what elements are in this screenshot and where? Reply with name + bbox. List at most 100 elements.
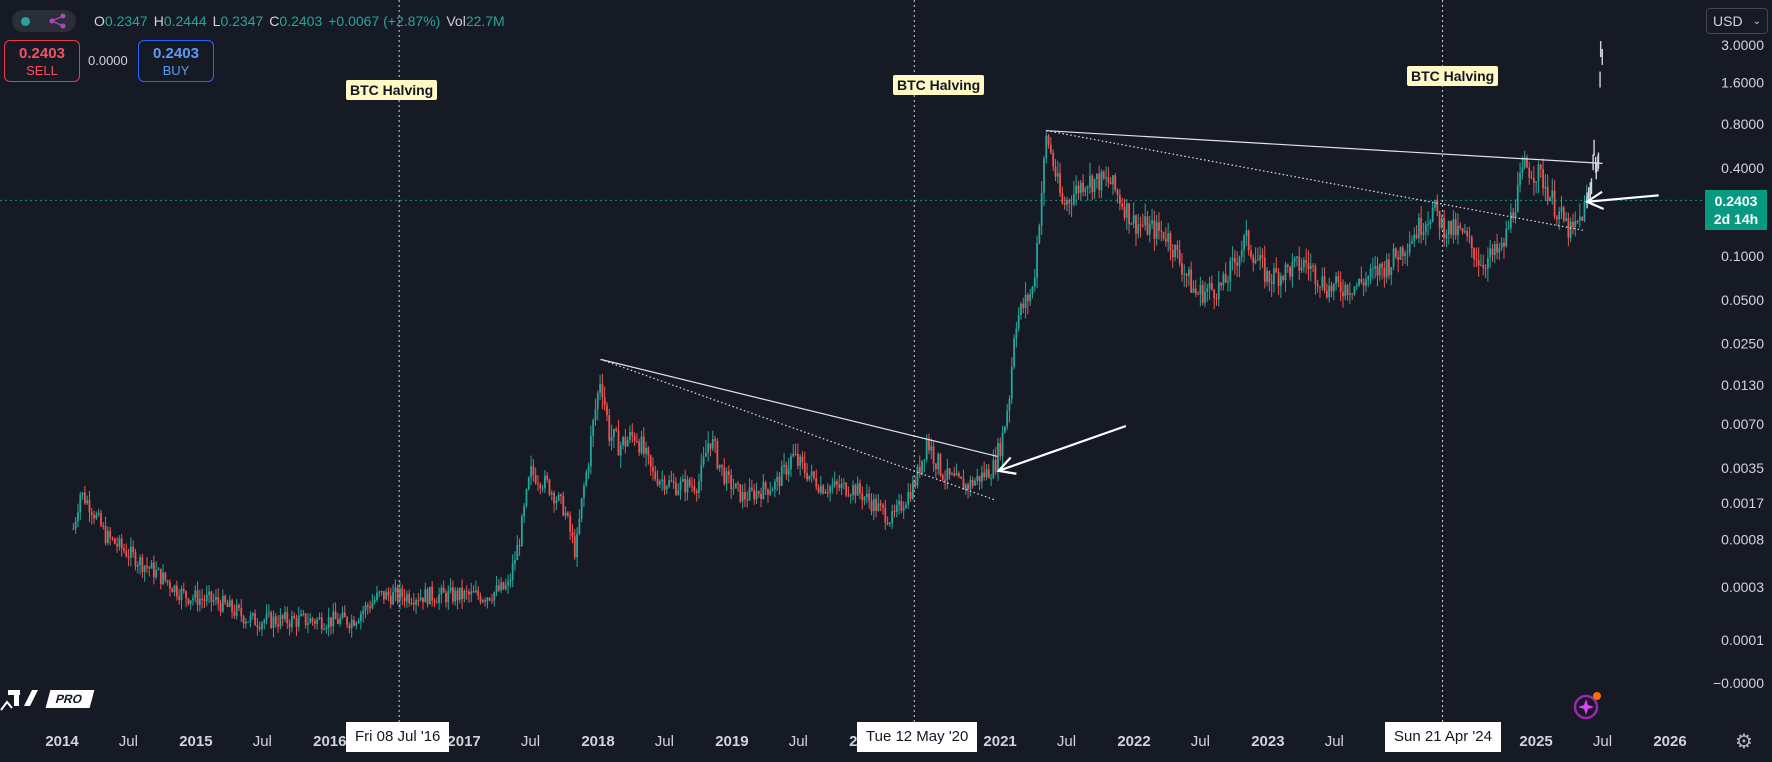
candle — [990, 473, 992, 487]
candle — [1013, 334, 1015, 370]
candle-body — [148, 567, 151, 569]
trendline-solid-2[interactable] — [1046, 130, 1603, 165]
candle — [1544, 174, 1547, 202]
candle — [1509, 203, 1512, 234]
candle — [1100, 169, 1103, 199]
candle-body — [1056, 173, 1059, 177]
candle-body — [916, 466, 919, 486]
candle — [1314, 263, 1317, 295]
candle — [1362, 278, 1365, 297]
candle — [178, 588, 181, 605]
candle-body — [1047, 135, 1050, 145]
candle-body — [258, 627, 261, 629]
candle-body — [272, 616, 275, 628]
candle — [272, 610, 275, 638]
candle-body — [1190, 269, 1193, 293]
candle-body — [1447, 220, 1450, 235]
candle-body — [261, 623, 263, 629]
candle-body — [1440, 217, 1443, 229]
candle — [100, 509, 102, 528]
candle-body — [1312, 265, 1314, 267]
candle-body — [1512, 212, 1515, 219]
candle — [1353, 286, 1356, 297]
arrow-annotation-1[interactable] — [1584, 190, 1659, 210]
candle — [750, 480, 753, 492]
settings-gear-icon[interactable]: ⚙ — [1735, 731, 1753, 753]
candle — [672, 473, 675, 489]
candle-body — [353, 619, 355, 626]
trendline-solid-0[interactable] — [600, 358, 998, 458]
candle — [948, 468, 951, 480]
candle-body — [780, 466, 783, 486]
candle-body — [1353, 286, 1356, 294]
symbol-status-pill[interactable] — [12, 10, 76, 32]
arrow-annotation-0[interactable] — [996, 424, 1127, 475]
candle-body — [1381, 263, 1383, 268]
candle-body — [316, 619, 319, 624]
candle — [1358, 278, 1360, 287]
trendline-dotted-3[interactable] — [1046, 130, 1584, 231]
candle — [739, 484, 742, 504]
candle-body — [1572, 222, 1574, 228]
candle-body — [727, 471, 730, 475]
candle — [1532, 166, 1535, 196]
candle — [373, 595, 376, 605]
candle-body — [1247, 230, 1250, 251]
candle — [231, 598, 233, 619]
candle-body — [318, 617, 321, 620]
candle-body — [1314, 266, 1317, 285]
candle-body — [654, 471, 657, 480]
candle — [428, 586, 431, 605]
currency-selector[interactable]: USD ⌄ — [1706, 8, 1768, 34]
candle — [905, 501, 907, 509]
candle-body — [1328, 285, 1331, 298]
ai-sparkle-icon[interactable] — [1570, 690, 1604, 720]
candle — [1470, 235, 1473, 258]
candle-body — [541, 487, 544, 489]
candle-body — [711, 439, 714, 449]
candle-body — [1066, 200, 1068, 205]
sell-button[interactable]: 0.2403 SELL — [4, 40, 80, 82]
candle-body — [997, 443, 999, 472]
candle-body — [748, 487, 751, 501]
candle — [849, 492, 852, 504]
buy-button[interactable]: 0.2403 BUY — [138, 40, 214, 82]
candle-body — [723, 466, 726, 484]
candle-body — [355, 622, 358, 626]
candle — [1300, 258, 1303, 274]
candle — [1174, 244, 1176, 262]
candle-body — [642, 436, 645, 454]
candle-body — [1151, 220, 1153, 224]
x-tick-label: 2018 — [581, 733, 614, 750]
candle-body — [408, 594, 411, 603]
candle — [1415, 225, 1418, 240]
candle-body — [1362, 282, 1365, 286]
candle-body — [900, 501, 903, 511]
candle — [785, 461, 788, 480]
candle-body — [783, 464, 785, 467]
candle-body — [969, 479, 972, 490]
candle-body — [334, 611, 337, 620]
candle-body — [405, 594, 408, 602]
candle — [603, 386, 606, 411]
candle-body — [244, 621, 247, 624]
candle — [134, 549, 137, 571]
trendline-dotted-1[interactable] — [600, 358, 996, 501]
candle — [971, 476, 974, 489]
candle — [288, 619, 291, 636]
tradingview-logo[interactable]: PRO — [0, 686, 95, 712]
candle — [721, 464, 723, 477]
candle-body — [1427, 223, 1429, 225]
candle-body — [1038, 225, 1041, 243]
candle — [465, 585, 468, 601]
candle-body — [79, 494, 82, 513]
candle-body — [1217, 282, 1220, 300]
candle-body — [136, 564, 139, 567]
candle-body — [1261, 255, 1264, 258]
candle — [762, 474, 765, 500]
candle — [601, 373, 604, 410]
candle-body — [150, 562, 153, 569]
candle — [256, 618, 259, 636]
candle-body — [923, 459, 926, 461]
